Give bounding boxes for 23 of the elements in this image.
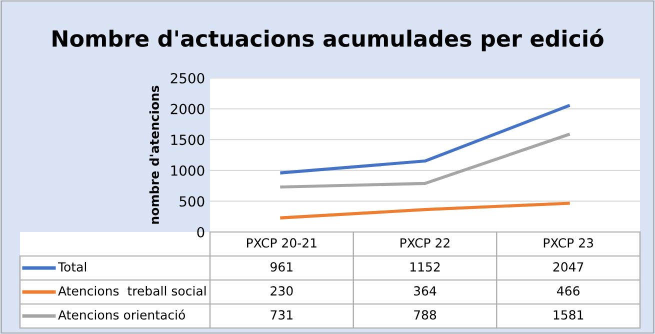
y-tick-label: 500 (180, 196, 204, 207)
data-label: 731 (270, 310, 292, 320)
data-label: 466 (557, 286, 580, 296)
x-tick-label: PXCP 22 (400, 238, 450, 248)
chart-title: Nombre d'actuacions acumulades per edició (52, 28, 604, 52)
data-label: 364 (414, 286, 436, 296)
data-label: 1152 (410, 262, 440, 272)
data-label: 1581 (554, 310, 584, 320)
data-label: 230 (270, 286, 293, 296)
x-tick-label: PXCP 20-21 (247, 238, 316, 248)
data-label: 961 (270, 262, 292, 272)
data-label: 2047 (553, 262, 584, 272)
y-tick-label: 1500 (171, 134, 204, 146)
y-tick-label: 2000 (170, 104, 204, 114)
y-tick-label: 1000 (171, 165, 204, 176)
legend-label: Total (58, 262, 86, 272)
legend-label: Atencions treball social (58, 286, 206, 296)
x-tick-label: PXCP 23 (544, 238, 594, 248)
y-tick-label: 2500 (170, 72, 204, 84)
legend-label: Atencions orientació (58, 309, 185, 320)
y-tick-label: 0 (197, 226, 204, 238)
y-axis-title: nombre d'atencions (149, 86, 160, 224)
data-label: 788 (414, 310, 436, 320)
